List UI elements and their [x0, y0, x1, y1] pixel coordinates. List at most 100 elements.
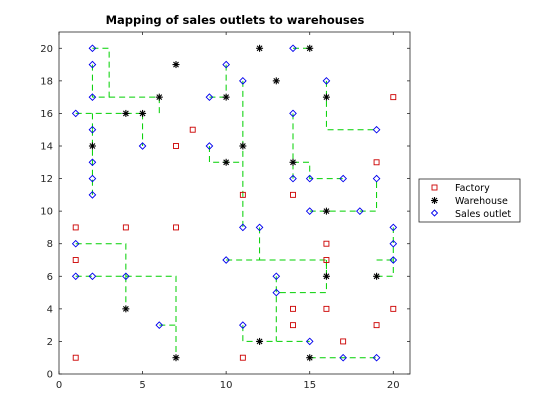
y-tick-label: 14 — [40, 142, 53, 153]
warehouse-point — [306, 354, 314, 362]
route-line — [325, 80, 377, 131]
sales-outlet-point — [88, 125, 97, 134]
warehouse-point — [122, 305, 130, 313]
y-tick-label: 18 — [40, 76, 53, 87]
factory-point — [72, 354, 79, 361]
sales-outlet-point — [88, 44, 97, 53]
route-line — [259, 259, 327, 294]
factory-point — [290, 305, 296, 312]
factory-point — [173, 224, 179, 231]
x-tick-label: 15 — [303, 380, 316, 391]
sales-outlet-point — [389, 223, 398, 232]
warehouse-point — [322, 272, 330, 280]
factory-point — [340, 338, 347, 345]
route-line — [75, 275, 177, 358]
warehouse-point — [322, 207, 330, 215]
sales-outlet-point — [205, 142, 214, 150]
sales-outlet-point — [372, 125, 381, 134]
sales-outlet-point — [272, 288, 281, 297]
sales-outlet-point — [88, 93, 97, 101]
warehouse-point — [373, 272, 381, 280]
legend-warehouse-marker — [431, 197, 438, 204]
warehouse-point — [222, 93, 230, 101]
y-tick-label: 12 — [40, 174, 53, 185]
y-tick-label: 20 — [40, 44, 53, 55]
sales-outlet-point — [71, 109, 80, 118]
sales-outlet-point — [372, 353, 381, 362]
legend-factory-label: Factory — [455, 183, 490, 194]
legend-warehouse-asterisk — [431, 197, 438, 204]
factory-point — [323, 257, 330, 263]
factory-point — [323, 305, 330, 312]
factory-point — [290, 322, 296, 329]
sales-outlet-point — [305, 207, 314, 215]
route-line — [226, 227, 261, 261]
y-tick-label: 8 — [47, 239, 53, 250]
sales-outlet-point — [88, 272, 97, 281]
sales-outlet-point — [322, 77, 331, 85]
legend-entry-sales-outlet: Sales outlet — [430, 209, 511, 220]
sales-outlet-point — [88, 158, 97, 167]
sales-outlet-point — [372, 174, 381, 183]
factory-point — [173, 143, 179, 149]
warehouse-point — [172, 354, 180, 362]
factory-point — [290, 191, 296, 198]
sales-outlet-point — [289, 109, 297, 118]
warehouse-point — [155, 93, 163, 101]
route-line — [92, 47, 110, 98]
legend: Factory Warehouse Sales outlet — [418, 178, 521, 223]
sales-outlet-point — [71, 239, 80, 248]
factory-point — [373, 159, 380, 166]
warehouse-point — [122, 109, 130, 117]
factory-point — [239, 354, 246, 361]
axes — [58, 31, 411, 375]
x-axis-ticks: 0 5 10 15 20 — [56, 32, 400, 391]
sales-outlet-point — [155, 321, 164, 329]
markers — [71, 44, 398, 362]
route-line — [309, 178, 378, 212]
sales-outlet-point — [122, 272, 130, 281]
y-tick-label: 10 — [40, 207, 53, 218]
warehouse-point — [256, 44, 264, 52]
factory-point — [122, 224, 129, 231]
legend-entry-factory: Factory — [431, 183, 490, 194]
factory-point — [373, 322, 380, 329]
warehouse-point — [322, 93, 330, 101]
x-tick-label: 5 — [139, 380, 145, 391]
x-tick-label: 20 — [387, 380, 400, 391]
warehouse-point — [306, 44, 314, 52]
sales-outlet-point — [239, 223, 247, 232]
sales-outlet-point — [88, 191, 97, 199]
warehouse-point — [139, 109, 147, 117]
warehouse-point — [222, 158, 230, 166]
sales-outlet-point — [389, 256, 398, 264]
sales-outlet-point — [289, 44, 297, 53]
legend-entry-warehouse: Warehouse — [431, 196, 508, 207]
route-line — [75, 243, 127, 277]
warehouse-point — [289, 158, 297, 166]
warehouse-point — [172, 61, 180, 69]
sales-outlet-point — [88, 60, 97, 69]
warehouse-point — [88, 142, 96, 150]
sales-outlet-point — [272, 272, 281, 281]
sales-outlet-point — [239, 321, 247, 329]
legend-outlet-label: Sales outlet — [455, 209, 511, 220]
legend-warehouse-label: Warehouse — [455, 196, 508, 207]
y-tick-label: 6 — [47, 272, 53, 283]
plot-frame — [58, 31, 411, 375]
sales-outlet-point — [239, 77, 247, 85]
sales-outlet-point — [305, 174, 314, 183]
legend-outlet-marker — [430, 209, 439, 217]
sales-outlet-point — [339, 174, 347, 183]
sales-outlet-point — [71, 272, 80, 281]
legend-factory-marker — [431, 184, 438, 191]
sales-outlet-point — [88, 174, 97, 183]
y-tick-label: 2 — [47, 337, 53, 348]
sales-outlet-point — [222, 60, 230, 69]
factory-point — [72, 257, 79, 263]
y-axis-ticks: 0 2 4 6 8 10 12 14 16 18 20 — [40, 44, 410, 381]
factory-point — [239, 191, 246, 198]
warehouse-point — [256, 337, 264, 345]
sales-outlet-point — [389, 239, 398, 248]
